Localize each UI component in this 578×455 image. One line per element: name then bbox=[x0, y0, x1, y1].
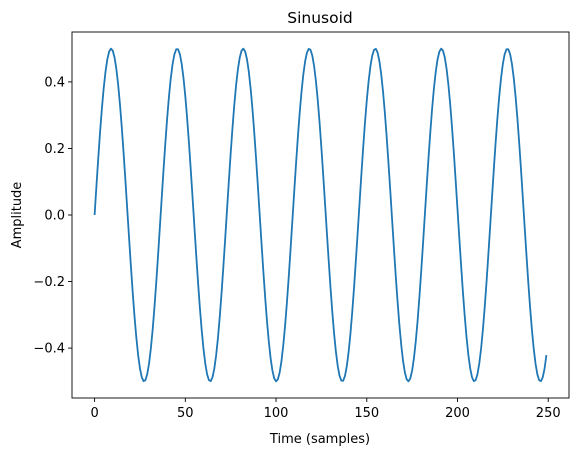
x-tick-label: 200 bbox=[445, 406, 470, 421]
y-axis-ticks: −0.4 −0.2 0.0 0.2 0.4 bbox=[33, 75, 72, 357]
plot-area bbox=[93, 47, 548, 383]
x-axis-ticks: 0 50 100 150 200 250 bbox=[90, 398, 561, 421]
y-axis-label: Amplitude bbox=[10, 182, 25, 249]
y-tick-label: −0.4 bbox=[33, 342, 65, 357]
x-tick-label: 50 bbox=[177, 406, 194, 421]
y-tick-label: 0.0 bbox=[44, 209, 65, 224]
y-tick-label: 0.2 bbox=[44, 142, 65, 157]
chart-title: Sinusoid bbox=[287, 9, 353, 27]
plot-frame bbox=[71, 31, 570, 399]
x-tick-label: 100 bbox=[264, 406, 289, 421]
x-axis-label: Time (samples) bbox=[269, 432, 370, 447]
x-tick-label: 0 bbox=[90, 406, 98, 421]
x-tick-label: 150 bbox=[354, 406, 379, 421]
y-tick-label: 0.4 bbox=[44, 75, 65, 90]
y-tick-label: −0.2 bbox=[33, 275, 65, 290]
series-line bbox=[93, 47, 548, 383]
x-tick-label: 250 bbox=[536, 406, 561, 421]
